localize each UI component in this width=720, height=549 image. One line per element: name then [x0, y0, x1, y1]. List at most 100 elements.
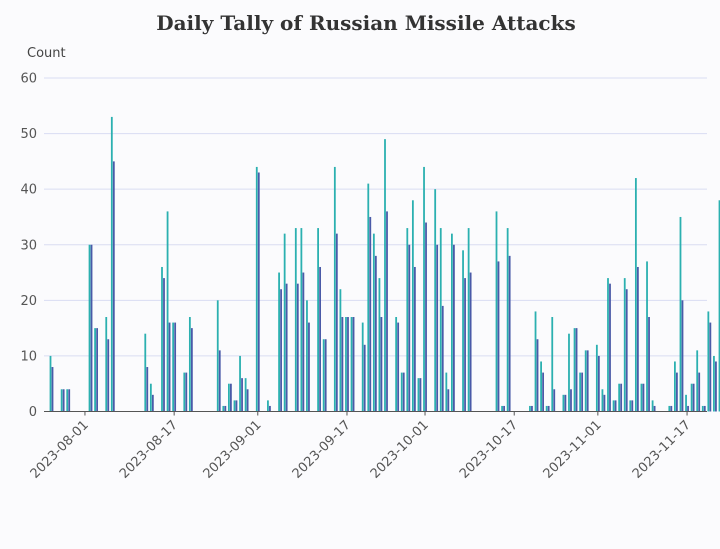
- bar-launched-2023-10-16: [506, 228, 509, 412]
- bar-launched-2023-09-03: [267, 400, 269, 412]
- bar-launched-2023-10-01: [423, 166, 425, 412]
- bar-launched-2023-10-24: [551, 317, 554, 412]
- bar-launched-2023-11-21: [707, 311, 710, 412]
- bar-destroyed-2023-08-15: [163, 278, 165, 412]
- bar-destroyed-2023-08-27: [230, 383, 232, 412]
- x-tick-label: 2023-11-17: [630, 418, 694, 482]
- bar-destroyed-2023-09-26: [397, 322, 400, 412]
- bar-destroyed-2023-10-15: [503, 405, 505, 412]
- bar-destroyed-2023-09-28: [408, 244, 411, 412]
- x-tick-label: 2023-08-01: [28, 418, 92, 482]
- bar-launched-2023-10-27: [568, 333, 570, 412]
- bar-launched-2023-11-03: [607, 278, 609, 412]
- bar-destroyed-2023-09-13: [324, 339, 327, 412]
- bars: [49, 116, 720, 412]
- bar-destroyed-2023-08-17: [174, 322, 177, 412]
- bar-destroyed-2023-11-04: [614, 400, 617, 412]
- bar-launched-2023-11-10: [646, 261, 648, 412]
- bar-destroyed-2023-10-05: [447, 389, 450, 412]
- bar-destroyed-2023-10-16: [508, 255, 511, 412]
- bar-destroyed-2023-09-23: [380, 317, 383, 412]
- bar-destroyed-2023-10-09: [469, 272, 472, 412]
- bar-launched-2023-11-01: [595, 344, 598, 412]
- bar-destroyed-2023-10-14: [497, 261, 500, 412]
- bar-destroyed-2023-11-14: [670, 405, 673, 412]
- y-tick-label: 40: [20, 183, 37, 198]
- bar-destroyed-2023-09-10: [308, 322, 310, 412]
- bar-destroyed-2023-10-04: [441, 305, 444, 412]
- bar-launched-2023-08-26: [222, 405, 225, 412]
- bar-destroyed-2023-11-11: [653, 405, 656, 412]
- bar-destroyed-2023-09-22: [374, 255, 377, 412]
- bar-launched-2023-11-17: [685, 394, 687, 412]
- bar-destroyed-2023-07-26: [51, 367, 54, 412]
- bar-destroyed-2023-10-08: [464, 278, 466, 412]
- bar-launched-2023-08-03: [94, 328, 96, 412]
- y-tick-labels: 0 10 20 30 40 50 60: [20, 72, 37, 421]
- bar-destroyed-2023-09-24: [386, 211, 388, 412]
- bar-launched-2023-09-29: [411, 200, 414, 412]
- y-tick-label: 0: [29, 405, 37, 420]
- bar-destroyed-2023-08-06: [112, 161, 115, 412]
- x-tick-label: 2023-08-17: [117, 418, 181, 482]
- bar-destroyed-2023-09-16: [341, 317, 344, 412]
- chart-title: Daily Tally of Russian Missile Attacks: [156, 11, 575, 35]
- bar-destroyed-2023-10-01: [425, 222, 427, 412]
- bar-launched-2023-08-15: [161, 266, 163, 412]
- bar-launched-2023-11-09: [640, 383, 643, 412]
- x-tick-label: 2023-11-01: [541, 418, 605, 482]
- bar-destroyed-2023-09-01: [257, 172, 260, 412]
- bar-destroyed-2023-11-05: [620, 383, 623, 412]
- bar-destroyed-2023-08-16: [168, 322, 171, 412]
- bar-destroyed-2023-09-12: [319, 266, 321, 412]
- y-tick-label: 60: [20, 72, 37, 87]
- bar-launched-2023-11-20: [701, 405, 704, 412]
- bar-launched-2023-09-24: [384, 139, 386, 412]
- bar-destroyed-2023-08-30: [246, 389, 249, 412]
- bar-launched-2023-08-30: [244, 378, 247, 412]
- bar-destroyed-2023-07-29: [68, 389, 71, 412]
- bar-launched-2023-08-19: [183, 372, 186, 412]
- bar-destroyed-2023-11-15: [676, 372, 678, 412]
- bar-destroyed-2023-10-22: [542, 372, 544, 412]
- bar-destroyed-2023-11-10: [648, 317, 650, 412]
- bar-destroyed-2023-11-16: [681, 300, 684, 412]
- bar-destroyed-2023-11-21: [709, 322, 712, 412]
- bar-destroyed-2023-08-05: [107, 339, 110, 412]
- y-tick-label: 10: [20, 349, 37, 364]
- bar-launched-2023-09-20: [361, 322, 364, 412]
- bar-destroyed-2023-09-09: [302, 272, 305, 412]
- bar-launched-2023-09-05: [278, 272, 280, 412]
- bar-destroyed-2023-08-25: [218, 350, 221, 412]
- bar-launched-2023-10-30: [584, 350, 587, 412]
- bar-launched-2023-08-20: [188, 317, 191, 412]
- bar-destroyed-2023-09-05: [280, 289, 282, 412]
- bar-launched-2023-11-11: [651, 400, 654, 412]
- bar-destroyed-2023-09-20: [363, 344, 366, 412]
- bar-destroyed-2023-11-07: [631, 400, 634, 412]
- bar-launched-2023-10-09: [467, 228, 470, 412]
- bar-destroyed-2023-09-15: [335, 233, 338, 412]
- bar-launched-2023-09-27: [400, 372, 403, 412]
- bar-destroyed-2023-11-18: [692, 383, 695, 412]
- bar-launched-2023-11-14: [668, 405, 671, 412]
- bar-launched-2023-09-17: [345, 317, 347, 412]
- bar-launched-2023-09-08: [294, 228, 297, 412]
- bar-destroyed-2023-11-08: [636, 266, 639, 412]
- bar-launched-2023-08-28: [233, 400, 236, 412]
- bar-launched-2023-07-29: [66, 389, 69, 412]
- bar-launched-2023-10-08: [462, 250, 464, 412]
- bar-launched-2023-09-21: [367, 183, 370, 412]
- bar-launched-2023-09-15: [333, 166, 336, 412]
- bar-launched-2023-10-06: [451, 233, 453, 412]
- bar-launched-2023-08-29: [239, 355, 241, 412]
- bar-destroyed-2023-11-01: [597, 355, 600, 412]
- bar-launched-2023-08-05: [105, 317, 108, 412]
- bar-destroyed-2023-11-17: [687, 405, 689, 412]
- bar-destroyed-2023-08-02: [90, 244, 93, 412]
- bar-launched-2023-08-16: [166, 211, 169, 412]
- bar-destroyed-2023-09-17: [347, 317, 349, 412]
- bar-launched-2023-11-08: [634, 178, 637, 412]
- bar-launched-2023-10-22: [540, 361, 542, 412]
- bar-destroyed-2023-10-06: [453, 244, 455, 412]
